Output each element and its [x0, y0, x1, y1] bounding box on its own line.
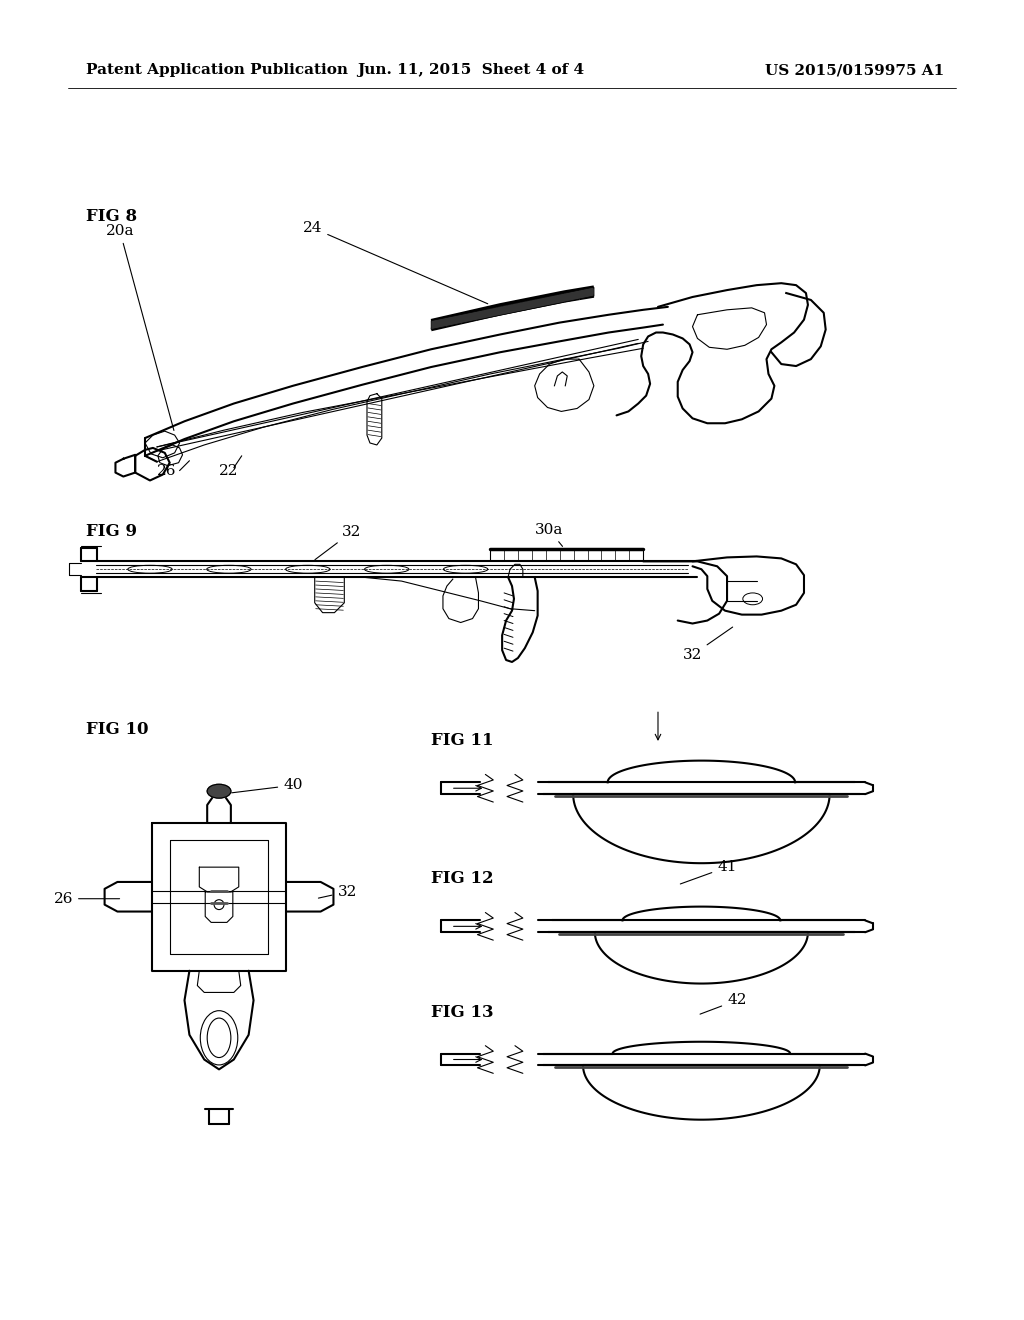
- Text: FIG 9: FIG 9: [86, 523, 137, 540]
- Text: 26: 26: [157, 463, 176, 478]
- Text: 22: 22: [219, 463, 239, 478]
- Polygon shape: [431, 288, 594, 330]
- Text: 41: 41: [680, 861, 736, 884]
- Text: FIG 13: FIG 13: [431, 1003, 494, 1020]
- Text: 30a: 30a: [535, 523, 563, 546]
- Ellipse shape: [207, 784, 230, 799]
- Text: FIG 10: FIG 10: [86, 721, 148, 738]
- Text: 40: 40: [231, 779, 303, 793]
- Text: 20a: 20a: [105, 224, 174, 430]
- Text: Jun. 11, 2015  Sheet 4 of 4: Jun. 11, 2015 Sheet 4 of 4: [357, 63, 584, 77]
- Text: 24: 24: [303, 220, 487, 304]
- Text: FIG 8: FIG 8: [86, 207, 137, 224]
- Text: 32: 32: [683, 627, 732, 663]
- Text: 42: 42: [700, 994, 746, 1014]
- Text: 26: 26: [53, 892, 120, 906]
- Text: 32: 32: [318, 884, 356, 899]
- Text: FIG 12: FIG 12: [431, 870, 494, 887]
- Text: Patent Application Publication: Patent Application Publication: [86, 63, 348, 77]
- Text: 32: 32: [315, 525, 361, 560]
- Text: FIG 11: FIG 11: [431, 733, 494, 750]
- Text: US 2015/0159975 A1: US 2015/0159975 A1: [765, 63, 944, 77]
